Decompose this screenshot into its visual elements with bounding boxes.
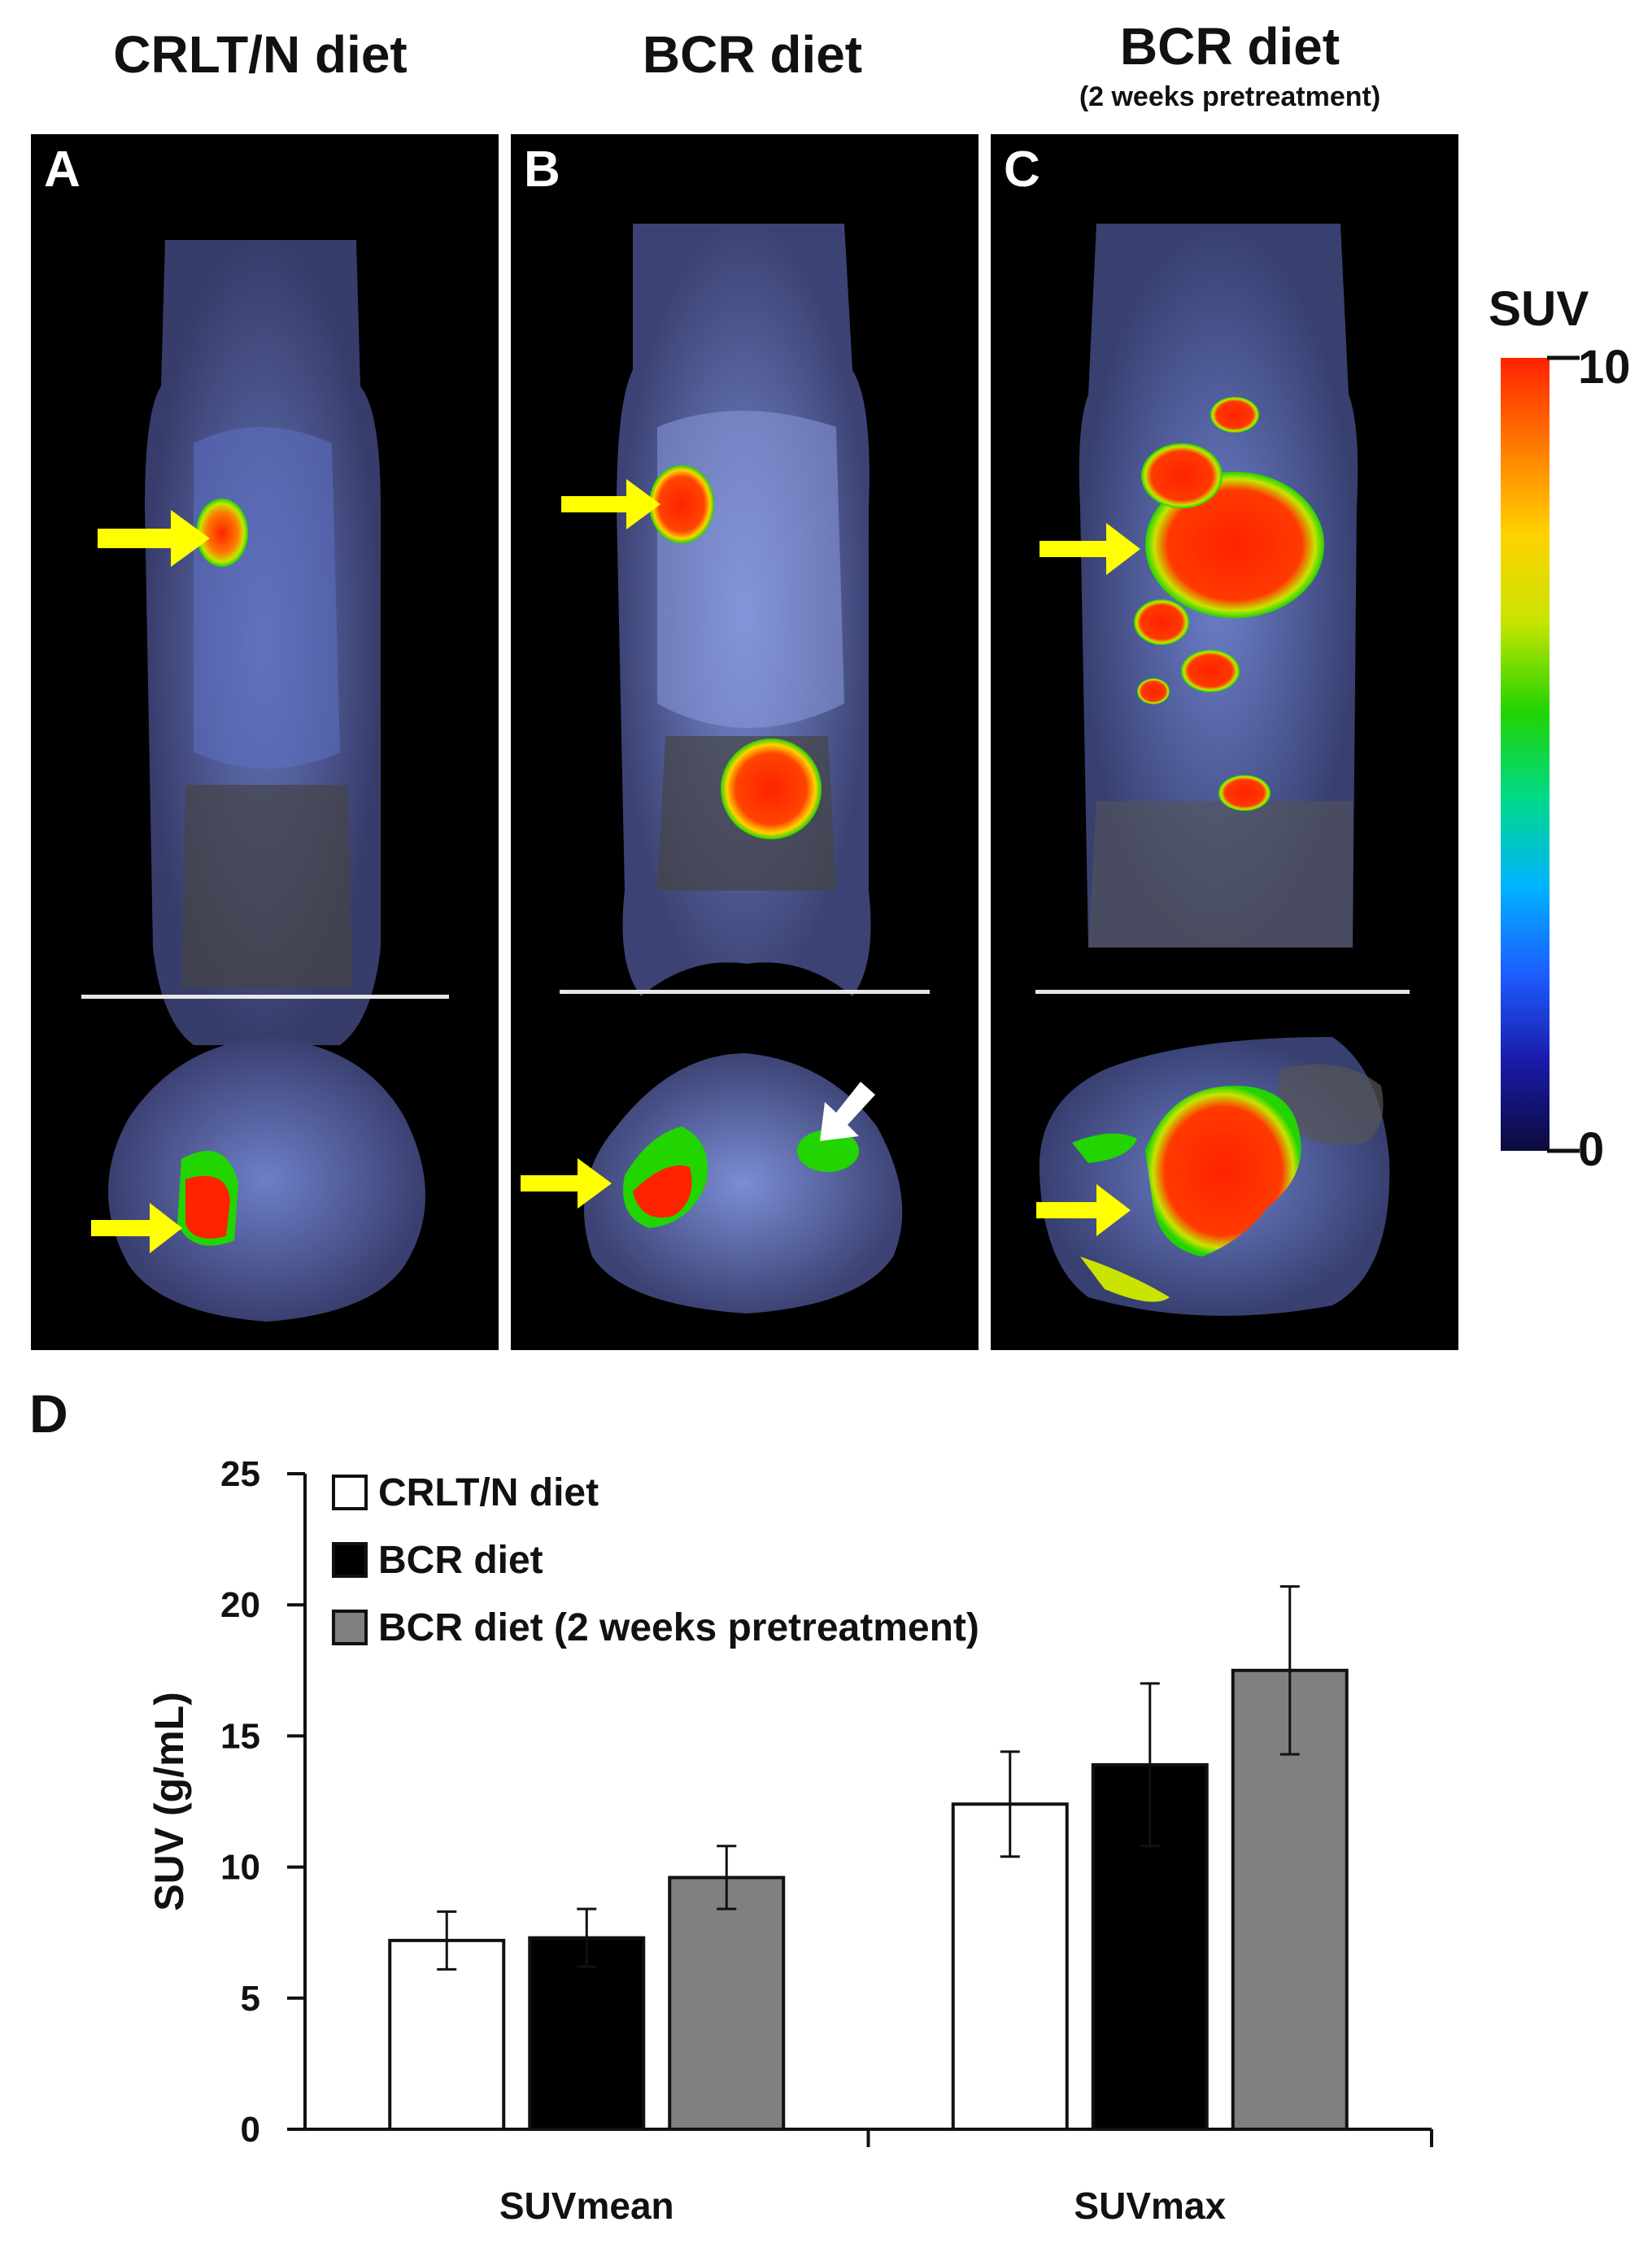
tumor-arrow-a-bottom (91, 1203, 182, 1253)
bar (388, 1938, 506, 2132)
legend-swatch (332, 1610, 368, 1645)
panel-label-a: A (44, 142, 81, 198)
legend-label: BCR diet (2 weeks pretreatment) (378, 1606, 979, 1649)
y-tick-label: 5 (241, 1979, 260, 2019)
panel-label-d: D (29, 1383, 68, 1444)
y-tick-label: 20 (220, 1585, 260, 1625)
tumor-arrow-c-bottom (1036, 1184, 1131, 1236)
colorbar-gradient (1501, 358, 1550, 1151)
secondary-arrow-b (820, 1082, 875, 1141)
pet-image-a (81, 240, 449, 1322)
bar (951, 1802, 1069, 2131)
pet-image-b (521, 224, 930, 1314)
bar (668, 1876, 786, 2131)
tumor-arrow-c-top (1040, 523, 1140, 575)
y-tick-label: 10 (220, 1848, 260, 1888)
suv-bar-chart: 0 5 10 15 20 25 SUV (g/mL) SUVmean SUVmax CRLT/N … (146, 1454, 1433, 2227)
x-category-label: SUVmean (499, 2185, 674, 2227)
column-subtitle-c: (2 weeks pretreatment) (1079, 81, 1381, 112)
legend-swatch (332, 1542, 368, 1578)
column-title-c: BCR diet (1119, 17, 1340, 76)
legend-label: BCR diet (378, 1539, 543, 1582)
y-tick-label: 15 (220, 1716, 260, 1756)
column-title-b: BCR diet (642, 25, 863, 84)
bar (1091, 1762, 1209, 2131)
suv-colorbar (1501, 355, 1580, 1153)
colorbar-max-label: 10 (1578, 341, 1631, 394)
pet-panel-b: B (511, 134, 979, 1350)
pet-image-c (1035, 224, 1410, 1316)
legend-label: CRLT/N diet (378, 1471, 599, 1514)
tumor-arrow-b-top (561, 479, 660, 529)
x-category-label: SUVmax (1074, 2185, 1226, 2227)
tumor-arrow-b-bottom (521, 1158, 612, 1209)
panel-label-c: C (1004, 142, 1040, 198)
y-tick-label: 25 (220, 1454, 260, 1494)
colorbar-title: SUV (1489, 281, 1589, 336)
column-title-a: CRLT/N diet (113, 25, 408, 84)
legend-swatch (332, 1475, 368, 1510)
pet-panel-a: A (31, 134, 499, 1350)
tumor-arrow-a-top (98, 510, 210, 567)
colorbar-min-label: 0 (1578, 1123, 1605, 1176)
pet-panel-c: C (991, 134, 1458, 1350)
panel-label-b: B (524, 142, 560, 198)
y-tick-label: 0 (241, 2110, 260, 2150)
y-axis-label: SUV (g/mL) (146, 1692, 192, 1910)
bar (528, 1936, 646, 2132)
